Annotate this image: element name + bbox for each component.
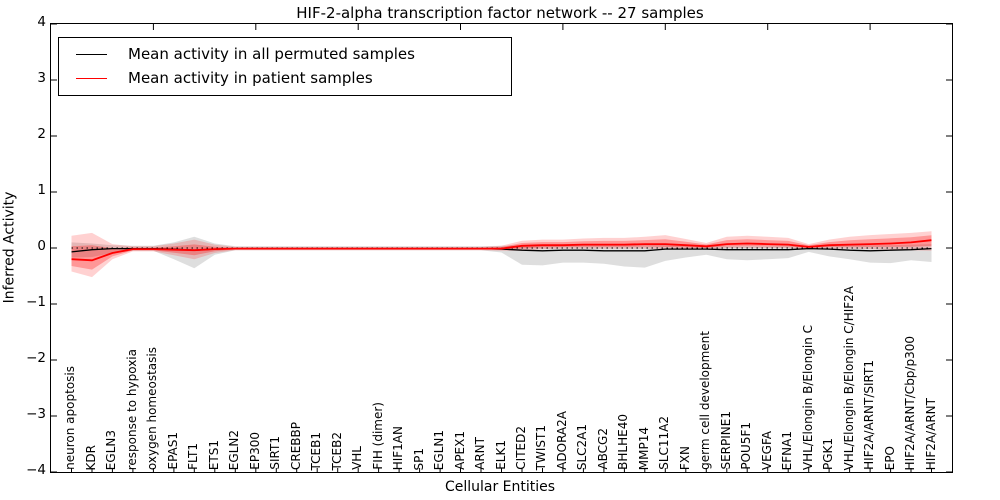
- category-label: VEGFA: [759, 430, 774, 470]
- category-label: TWIST1: [534, 424, 549, 470]
- category-label: SLC2A1: [575, 423, 590, 470]
- category-label: SERPINE1: [718, 411, 733, 470]
- category-label: HIF2A/ARNT/SIRT1: [862, 360, 877, 470]
- y-tick-label: 3: [37, 70, 46, 86]
- legend-item-patient: Mean activity in patient samples: [59, 66, 511, 90]
- y-tick-label: 1: [37, 182, 46, 198]
- category-label: ELK1: [493, 440, 508, 470]
- y-tick-label: −3: [26, 406, 46, 422]
- category-label: SP1: [411, 447, 426, 471]
- legend-item-label: Mean activity in all permuted samples: [128, 45, 415, 63]
- x-axis-label: Cellular Entities: [444, 479, 556, 495]
- y-tick-label: 0: [37, 238, 46, 254]
- y-tick-label: 2: [37, 126, 46, 142]
- category-label: KDR: [83, 444, 98, 470]
- y-tick-label: −1: [26, 294, 46, 310]
- category-label: ADORA2A: [554, 411, 569, 470]
- y-tick-label: −2: [26, 350, 46, 366]
- category-label: CITED2: [513, 426, 528, 470]
- patient-mean-line: [71, 239, 932, 262]
- legend: Mean activity in all permuted samples Me…: [58, 37, 512, 96]
- category-label: EFNA1: [780, 430, 795, 470]
- category-label: POU5F1: [739, 422, 754, 470]
- band: [71, 231, 932, 278]
- black-line-swatch-icon: [76, 53, 107, 55]
- category-label: HIF1AN: [391, 425, 406, 470]
- category-label: PGK1: [821, 437, 836, 470]
- category-label: HIF2A/ARNT: [923, 397, 938, 470]
- category-label: SIRT1: [268, 436, 283, 470]
- category-label: EPO: [882, 445, 897, 470]
- y-tick-label: 4: [37, 14, 46, 30]
- category-label: BHLHE40: [616, 414, 631, 470]
- category-label: HIF2A/ARNT/Cbp/p300: [903, 335, 918, 470]
- category-label: VHL/Elongin B/Elongin C: [800, 324, 815, 470]
- category-label: TCEB2: [329, 431, 344, 470]
- category-label: EGLN1: [432, 429, 447, 470]
- category-label: TCEB1: [309, 431, 324, 470]
- category-label: EP300: [247, 432, 262, 470]
- category-label: EGLN2: [227, 429, 242, 470]
- category-label: ARNT: [473, 437, 488, 470]
- y-tick-label: −4: [26, 462, 46, 478]
- category-label: neuron apoptosis: [63, 366, 78, 470]
- plot-area: neuron apoptosis KDR EGLN3 response to hypo…: [50, 23, 953, 473]
- category-label: VHL/Elongin B/Elongin C/HIF2A: [841, 285, 856, 470]
- category-label: ABCG2: [595, 428, 610, 470]
- band: [71, 236, 932, 269]
- red-line-swatch-icon: [76, 77, 107, 79]
- category-label: SLC11A2: [657, 416, 672, 470]
- category-label: EGLN3: [104, 429, 119, 470]
- category-label: FIH (dimer): [370, 402, 385, 470]
- legend-item-label: Mean activity in patient samples: [128, 69, 373, 87]
- category-label: APEX1: [452, 431, 467, 470]
- category-label: EPAS1: [165, 432, 180, 470]
- category-label: VHL: [350, 446, 365, 470]
- category-label: response to hypoxia: [124, 348, 139, 470]
- category-label: germ cell development: [698, 331, 713, 470]
- category-label: oxygen homeostasis: [145, 346, 160, 470]
- category-label: MMP14: [636, 426, 651, 470]
- legend-item-permuted: Mean activity in all permuted samples: [59, 42, 511, 66]
- category-label: FLT1: [186, 443, 201, 470]
- plot-canvas: [51, 24, 952, 472]
- category-label: FXN: [677, 445, 692, 470]
- band: [71, 235, 932, 270]
- category-label: ETS1: [206, 439, 221, 470]
- category-label: CREBBP: [288, 422, 303, 470]
- chart-title: HIF-2-alpha transcription factor network…: [296, 4, 704, 22]
